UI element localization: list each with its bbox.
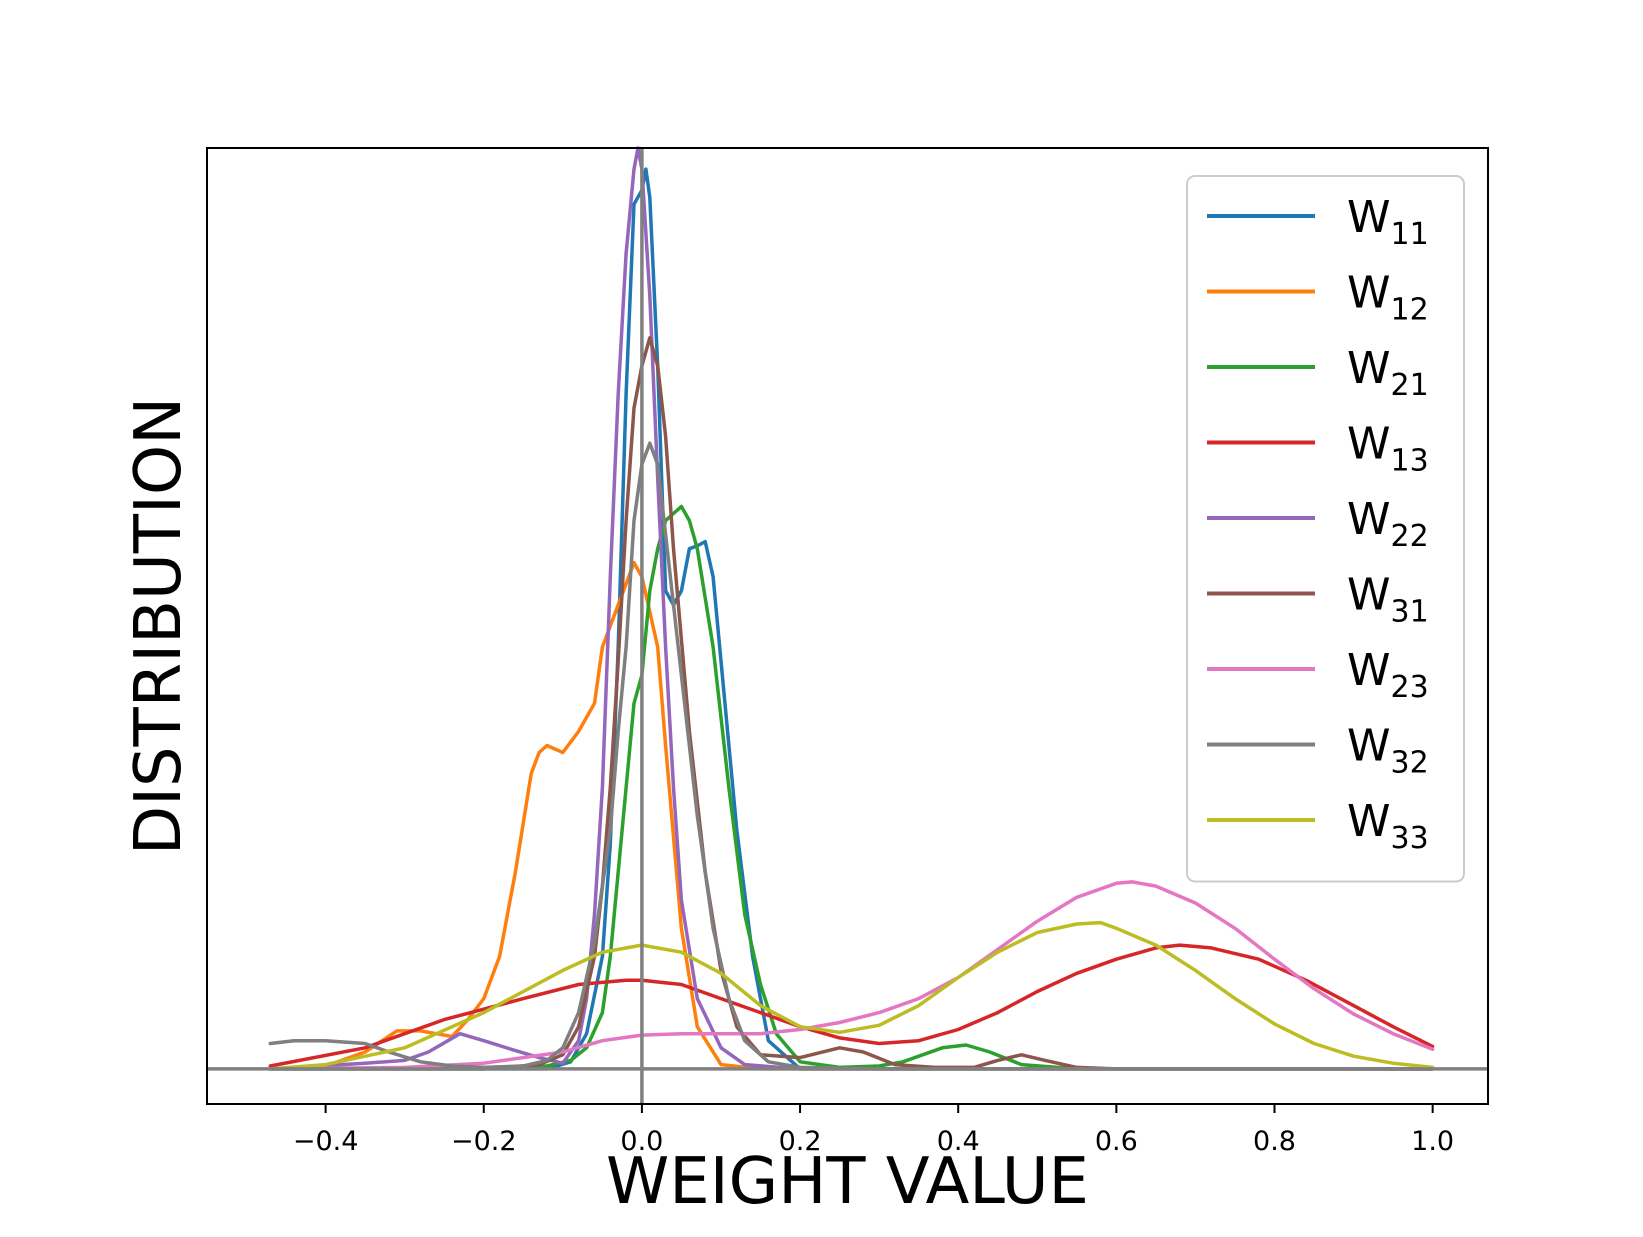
legend-label-w13: W13 (1347, 419, 1429, 479)
legend-label-subscript: 21 (1391, 368, 1429, 403)
legend-label-w32: W32 (1347, 721, 1429, 781)
x-tick-label: 0.6 (1095, 1126, 1138, 1157)
legend-label-w22: W22 (1347, 494, 1429, 554)
legend-label-w12: W12 (1347, 268, 1429, 328)
reference-lines (207, 148, 1488, 1104)
legend-label-main: W (1347, 570, 1391, 621)
legend-label-subscript: 31 (1391, 595, 1429, 630)
x-tick-label: −0.2 (451, 1126, 517, 1157)
plot-frame (206, 147, 1489, 1105)
legend-frame (1186, 175, 1465, 883)
legend-label-w11: W11 (1347, 192, 1429, 252)
legend-label-subscript: 32 (1391, 746, 1429, 781)
series-line-w12 (268, 560, 1435, 1071)
x-tick-label: 0.0 (620, 1126, 663, 1157)
legend-label-subscript: 11 (1391, 217, 1429, 252)
legend-label-subscript: 23 (1391, 670, 1429, 705)
x-tick-label: 0.4 (937, 1126, 980, 1157)
legend-label-main: W (1347, 419, 1391, 470)
legend-label-main: W (1347, 343, 1391, 394)
legend-label-w23: W23 (1347, 645, 1429, 705)
legend-label-subscript: 22 (1391, 519, 1429, 554)
legend-label-main: W (1347, 645, 1391, 696)
series-line-w21 (268, 504, 1435, 1071)
legend-label-w33: W33 (1347, 796, 1429, 856)
legend-label-w31: W31 (1347, 570, 1429, 630)
legend-label-main: W (1347, 494, 1391, 545)
x-tick-label: −0.4 (293, 1126, 359, 1157)
series-line-w33 (268, 920, 1435, 1071)
x-tick-label: 0.8 (1253, 1126, 1296, 1157)
series-line-w22 (268, 146, 1435, 1071)
series-line-w13 (268, 943, 1435, 1068)
series-line-w32 (268, 441, 1435, 1071)
x-axis-ticks: −0.4 −0.2 0.0 0.2 0.4 0.6 0.8 1.0 (293, 1104, 1454, 1157)
x-axis-title: WEIGHT VALUE (606, 1145, 1089, 1219)
y-axis-title: DISTRIBUTION (122, 397, 196, 855)
legend-label-w21: W21 (1347, 343, 1429, 403)
x-tick-label: 0.2 (779, 1126, 822, 1157)
legend-label-subscript: 12 (1391, 293, 1429, 328)
x-tick-label: 1.0 (1411, 1126, 1454, 1157)
legend-label-subscript: 33 (1391, 821, 1429, 856)
legend-label-main: W (1347, 721, 1391, 772)
legend-label-main: W (1347, 796, 1391, 847)
legend-label-main: W (1347, 268, 1391, 319)
legend-label-main: W (1347, 192, 1391, 243)
series-layer (268, 146, 1435, 1071)
legend-label-subscript: 13 (1391, 444, 1429, 479)
